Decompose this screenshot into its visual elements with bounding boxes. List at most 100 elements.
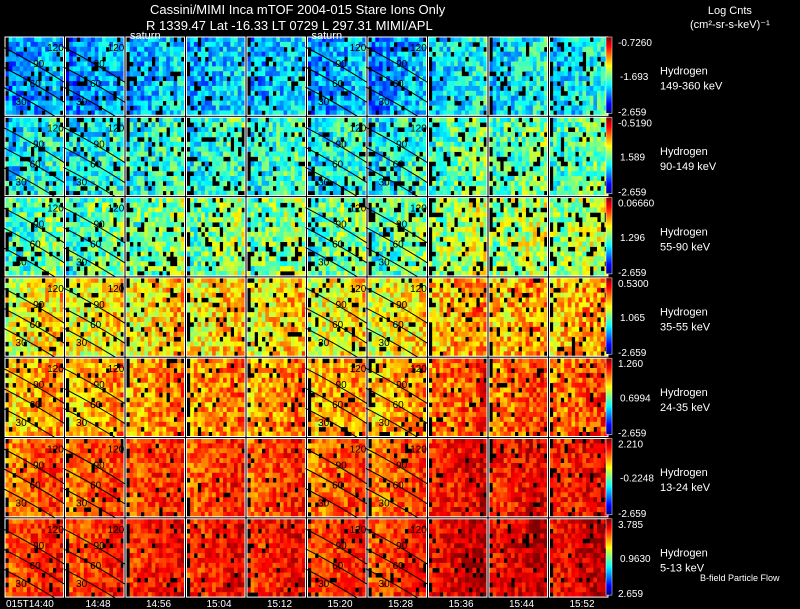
pixel [201,66,206,72]
pixel [166,141,171,148]
pixel [52,241,57,247]
pixel [378,100,384,106]
pixel [476,105,481,111]
pixel [158,76,163,82]
pixel [279,105,284,111]
pixel [69,171,74,177]
pixel [80,85,85,92]
pixel [12,226,17,233]
contour-label: 120 [47,204,64,215]
pixel [371,90,376,97]
pixel [510,56,515,62]
pixel [257,56,263,62]
pixel [83,90,88,97]
pixel [472,110,477,116]
pixel [45,226,50,233]
pixel [48,271,53,277]
pixel [525,185,530,192]
pixel [15,166,21,172]
pixel [116,261,121,267]
pixel [567,146,572,152]
pixel [26,136,31,143]
pixel [204,127,209,133]
pixel [83,41,88,48]
pixel [19,202,24,208]
image-panel [428,116,488,197]
pixel [586,46,591,53]
pixel [571,122,576,128]
pixel [378,127,384,133]
pixel [586,131,591,138]
pixel [190,81,195,87]
pixel [140,197,145,203]
pixel [180,71,185,77]
pixel [432,166,437,172]
pixel [268,161,273,167]
pixel [397,100,402,106]
pixel [322,171,327,177]
pixel [80,251,85,257]
pixel [265,41,270,48]
pixel [287,105,292,111]
pixel [102,185,107,192]
pixel [389,156,394,162]
pixel [600,166,605,172]
pixel [8,266,13,272]
pixel [41,176,46,182]
pixel [529,156,534,162]
pixel [378,71,384,77]
pixel [147,61,152,67]
contour-label: 120 [108,204,125,215]
pixel [389,66,394,72]
pixel [340,41,345,48]
pixel [197,117,202,123]
pixel [120,176,125,182]
pixel [336,190,341,196]
pixel [422,61,427,67]
pixel [268,122,273,128]
pixel [532,76,537,82]
pixel [472,180,477,187]
pixel [454,161,459,167]
pixel [340,71,345,77]
pixel [336,61,341,67]
pixel [540,51,545,57]
pixel [468,127,473,133]
pixel [371,41,376,48]
pixel [105,117,110,123]
pixel [208,105,213,111]
pixel [483,71,488,77]
pixel [219,131,224,138]
pixel [287,66,292,72]
pixel [432,95,437,102]
pixel [507,76,512,82]
pixel [435,161,440,167]
pixel [158,41,163,48]
pixel [98,85,103,92]
pixel [37,271,42,277]
pixel [265,131,270,138]
pixel [19,222,24,228]
pixel [597,161,602,167]
pixel [169,76,174,82]
pixel [536,56,541,62]
pixel [600,180,605,187]
pixel [529,61,534,67]
pixel [72,95,77,102]
pixel [347,105,352,111]
pixel [358,141,363,148]
pixel [120,141,125,148]
pixel [362,110,367,116]
pixel [322,141,327,148]
pixel [593,136,598,143]
pixel [600,151,605,157]
pixel [597,176,602,182]
pixel [15,61,21,67]
pixel [279,185,284,192]
pixel [72,66,77,72]
pixel [144,56,149,62]
pixel [34,117,39,123]
pixel [215,61,220,67]
pixel [393,81,398,87]
pixel [465,85,470,92]
